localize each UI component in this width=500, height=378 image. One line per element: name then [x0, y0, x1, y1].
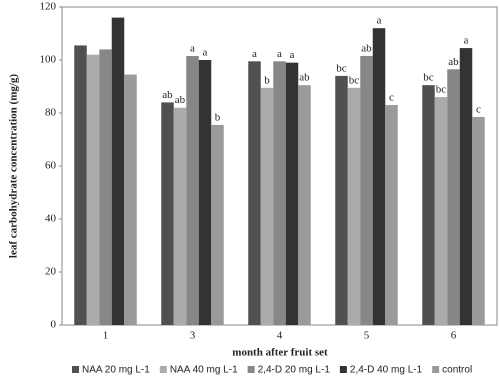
bar: [161, 102, 174, 326]
bar-annotation: a: [190, 43, 195, 55]
bar: [198, 60, 212, 325]
bar-annotation: bc: [436, 84, 447, 96]
y-axis-title: leaf carbohydrate concentration (mg/g): [8, 74, 20, 259]
legend-label: 2,4-D 40 mg L-1: [350, 365, 423, 376]
legend-swatch: [247, 366, 255, 373]
y-tick-label: 80: [45, 107, 57, 119]
legend-label: NAA 40 mg L-1: [170, 365, 238, 376]
bar-annotation: ab: [162, 89, 173, 101]
bar: [124, 74, 137, 325]
bar: [86, 54, 100, 325]
bar: [385, 105, 398, 325]
x-tick-label: 4: [277, 330, 283, 342]
bar: [422, 85, 435, 325]
y-tick-label: 60: [45, 160, 57, 172]
bar-annotation: a: [277, 48, 282, 60]
bar-annotation: a: [464, 35, 469, 47]
bar: [347, 87, 361, 325]
x-axis-title: month after fruit set: [232, 347, 328, 359]
bar-annotation: c: [389, 92, 394, 104]
bar-annotation: ab: [361, 43, 372, 55]
legend-label: NAA 20 mg L-1: [82, 365, 150, 376]
bar: [173, 107, 187, 325]
legend-swatch: [72, 366, 79, 373]
bar: [372, 28, 386, 325]
x-tick-label: 5: [364, 330, 370, 342]
legend-swatch: [339, 366, 347, 373]
bar: [248, 61, 261, 325]
bar: [74, 45, 87, 326]
x-tick-label: 3: [190, 330, 196, 342]
bar: [285, 62, 299, 326]
y-tick-label: 40: [45, 213, 57, 225]
legend-label: control: [442, 365, 472, 376]
bar: [273, 61, 286, 325]
y-tick-label: 0: [51, 319, 57, 331]
y-tick-label: 20: [45, 266, 57, 278]
bar-annotation: ab: [448, 56, 459, 68]
bar-annotation: c: [476, 104, 481, 116]
bar-annotation: bc: [423, 72, 434, 84]
bar-annotation: bc: [349, 74, 360, 86]
bar-annotation: ab: [299, 72, 310, 84]
y-tick-label: 120: [40, 1, 57, 13]
bar: [335, 75, 348, 326]
bar-annotation: a: [377, 15, 382, 27]
x-tick-label: 1: [103, 330, 109, 342]
legend: NAA 20 mg L-1 NAA 40 mg L-1 2,4-D 20 mg L-…: [72, 365, 472, 376]
legend-swatch: [432, 366, 440, 373]
bar-annotation: a: [203, 47, 208, 59]
bar-annotation: ab: [175, 94, 186, 106]
y-tick-label: 100: [40, 54, 57, 66]
x-tick-label: 6: [451, 330, 457, 342]
bar: [447, 69, 460, 326]
bar: [211, 124, 224, 325]
legend-label: 2,4-D 20 mg L-1: [258, 365, 331, 376]
bar: [360, 56, 373, 326]
legend-swatch: [159, 366, 167, 373]
bar: [298, 85, 311, 325]
bar: [260, 87, 274, 325]
bar-annotation: b: [264, 74, 270, 86]
bar: [434, 97, 448, 325]
bar: [186, 56, 199, 326]
bar-annotation: a: [252, 48, 257, 60]
bar: [472, 116, 485, 325]
bar-annotation: a: [290, 49, 295, 61]
bar: [99, 49, 112, 326]
bar: [111, 17, 125, 325]
bar-annotation: b: [215, 111, 221, 123]
bar-annotation: bc: [336, 62, 347, 74]
bar: [459, 48, 473, 325]
